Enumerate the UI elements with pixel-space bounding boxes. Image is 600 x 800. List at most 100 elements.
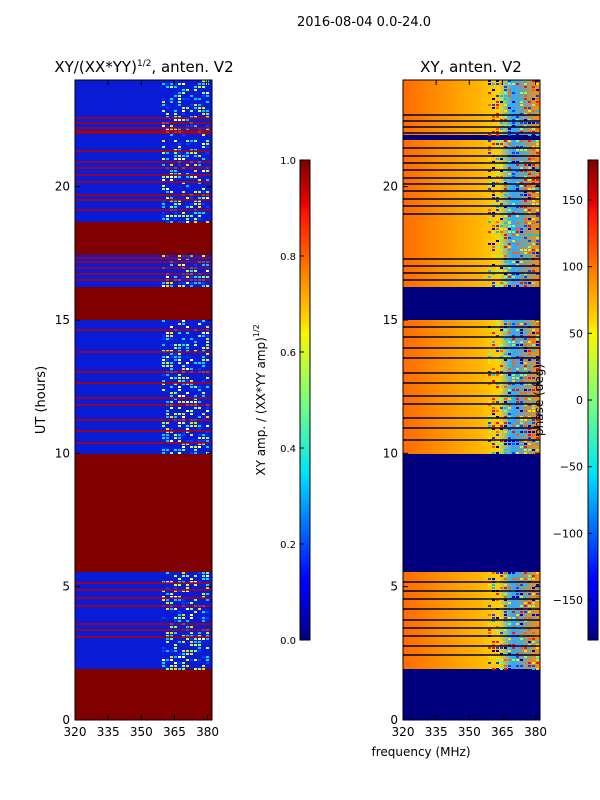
heat-cell <box>198 437 201 439</box>
heat-cell <box>536 593 539 595</box>
heat-cell <box>496 374 499 376</box>
heat-cell <box>178 452 181 454</box>
heat-cell <box>496 134 499 136</box>
heat-cell <box>178 350 181 352</box>
heat-cell <box>512 575 515 577</box>
heat-cell <box>500 164 503 166</box>
heat-cell <box>170 377 173 379</box>
heat-cell <box>178 323 181 325</box>
heat-cell <box>492 443 495 445</box>
heat-cell <box>520 380 523 382</box>
heat-cell <box>508 341 511 343</box>
heat-cell <box>532 383 535 385</box>
heat-cell <box>504 620 507 622</box>
heat-cell <box>508 125 511 127</box>
heat-cell <box>166 449 169 451</box>
heat-cell <box>178 255 181 257</box>
heat-cell <box>202 110 205 112</box>
heat-cell <box>520 194 523 196</box>
heat-cell <box>178 599 181 601</box>
heat-cell <box>186 428 189 430</box>
heat-cell <box>516 200 519 202</box>
heat-cell <box>190 140 193 142</box>
heat-cell <box>488 89 491 91</box>
heat-cell <box>174 413 177 415</box>
heat-cell <box>170 428 173 430</box>
heat-cell <box>524 656 527 658</box>
heat-cell <box>190 617 193 619</box>
heat-cell <box>202 443 205 445</box>
heat-cell <box>520 644 523 646</box>
heat-cell <box>162 218 165 220</box>
heat-cell <box>174 86 177 88</box>
heat-cell <box>504 410 507 412</box>
heat-cell <box>194 218 197 220</box>
heat-cell <box>536 249 539 251</box>
heat-cell <box>504 188 507 190</box>
heat-cell <box>492 92 495 94</box>
heat-cell <box>488 605 491 607</box>
heat-cell <box>178 101 181 103</box>
heat-cell <box>488 404 491 406</box>
heat-cell <box>488 401 491 403</box>
heat-cell <box>504 647 507 649</box>
heat-cell <box>508 434 511 436</box>
heat-cell <box>174 647 177 649</box>
heat-cell <box>182 395 185 397</box>
heat-cell <box>516 215 519 217</box>
heat-cell <box>524 410 527 412</box>
heat-cell <box>178 449 181 451</box>
heat-band <box>403 140 540 222</box>
heat-cell <box>520 113 523 115</box>
left-colorbar-label: XY amp. / (XX*YY amp)1/2 <box>252 324 268 475</box>
heat-cell <box>524 344 527 346</box>
heat-cell <box>520 149 523 151</box>
heat-cell <box>516 170 519 172</box>
heat-cell <box>508 638 511 640</box>
heat-cell <box>528 234 531 236</box>
heat-cell <box>504 407 507 409</box>
heat-cell <box>166 401 169 403</box>
heat-cell <box>520 140 523 142</box>
heat-cell <box>186 410 189 412</box>
heat-cell <box>496 107 499 109</box>
heat-cell <box>496 197 499 199</box>
x-tick-label: 365 <box>491 725 514 739</box>
heat-cell <box>162 425 165 427</box>
heat-cell <box>162 344 165 346</box>
heat-cell <box>528 443 531 445</box>
heat-cell <box>508 389 511 391</box>
heat-cell <box>520 659 523 661</box>
heat-cell <box>532 158 535 160</box>
heat-cell <box>536 101 539 103</box>
heat-cell <box>174 383 177 385</box>
heat-cell <box>532 407 535 409</box>
heat-cell <box>186 344 189 346</box>
colorbar-tick-label: −150 <box>553 594 583 607</box>
heat-cell <box>504 644 507 646</box>
heat-cell <box>520 425 523 427</box>
x-tick-label: 350 <box>130 725 153 739</box>
heat-cell <box>162 83 165 85</box>
heat-cell <box>528 416 531 418</box>
heat-cell <box>500 176 503 178</box>
heat-cell <box>170 401 173 403</box>
heat-cell <box>190 282 193 284</box>
heat-cell <box>202 365 205 367</box>
heat-cell <box>512 371 515 373</box>
heat-cell <box>508 161 511 163</box>
heat-cell <box>532 593 535 595</box>
heat-cell <box>492 273 495 275</box>
heat-cell <box>166 410 169 412</box>
heat-cell <box>504 320 507 322</box>
heat-cell <box>206 359 209 361</box>
heat-cell <box>492 249 495 251</box>
heat-cell <box>524 173 527 175</box>
heat-cell <box>508 356 511 358</box>
heat-cell <box>206 410 209 412</box>
heat-cell <box>504 425 507 427</box>
heat-cell <box>512 626 515 628</box>
heat-cell <box>206 353 209 355</box>
heat-cell <box>182 665 185 667</box>
heat-cell <box>524 338 527 340</box>
